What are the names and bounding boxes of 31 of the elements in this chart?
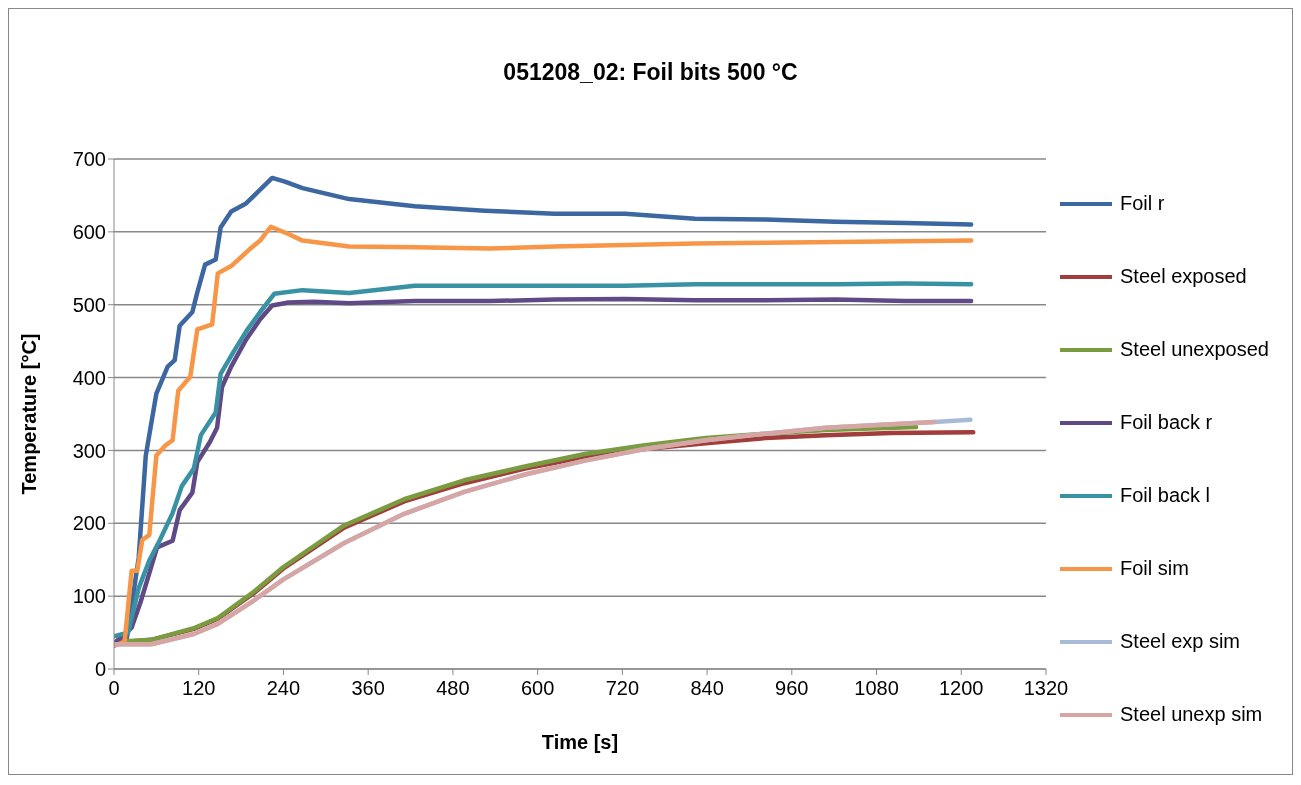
- x-tick-label: 600: [520, 677, 555, 700]
- legend-label: Foil back r: [1119, 411, 1213, 434]
- x-tick-label: 840: [690, 677, 724, 700]
- x-tick-label: 120: [182, 677, 216, 700]
- x-tick-label: 720: [605, 677, 640, 700]
- y-tick-label: 700: [72, 148, 106, 171]
- legend-label: Foil r: [1119, 192, 1165, 215]
- x-tick-label: 360: [351, 677, 385, 700]
- x-tick-label: 480: [436, 677, 470, 700]
- y-tick-label: 400: [72, 366, 106, 389]
- chart-title: 051208_02: Foil bits 500 °C: [502, 59, 799, 86]
- y-tick-label: 100: [72, 585, 106, 608]
- legend-label: Foil sim: [1119, 557, 1189, 580]
- x-tick-label: 1320: [1023, 677, 1069, 700]
- x-tick-label: 0: [108, 677, 120, 700]
- y-tick-label: 500: [72, 293, 106, 316]
- x-tick-label: 1080: [854, 677, 899, 700]
- y-axis-title: Temperature [°C]: [18, 333, 41, 495]
- x-tick-label: 960: [775, 677, 809, 700]
- y-tick-label: 300: [72, 439, 106, 462]
- x-tick-label: 240: [266, 677, 301, 700]
- y-tick-label: 200: [72, 512, 106, 535]
- legend-label: Steel unexposed: [1119, 338, 1269, 361]
- legend-label: Steel exposed: [1119, 265, 1247, 288]
- x-tick-label: 1200: [939, 677, 984, 700]
- y-tick-label: 600: [72, 220, 106, 243]
- x-axis-title: Time [s]: [541, 731, 619, 753]
- legend-label: Foil back l: [1119, 484, 1211, 507]
- y-tick-label: 0: [94, 658, 106, 681]
- legend-label: Steel unexp sim: [1119, 703, 1263, 726]
- legend-label: Steel exp sim: [1119, 630, 1241, 653]
